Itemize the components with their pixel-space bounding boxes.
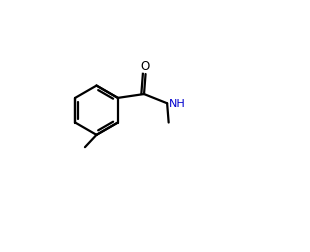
Text: NH: NH [169,98,185,108]
Text: O: O [140,59,150,72]
